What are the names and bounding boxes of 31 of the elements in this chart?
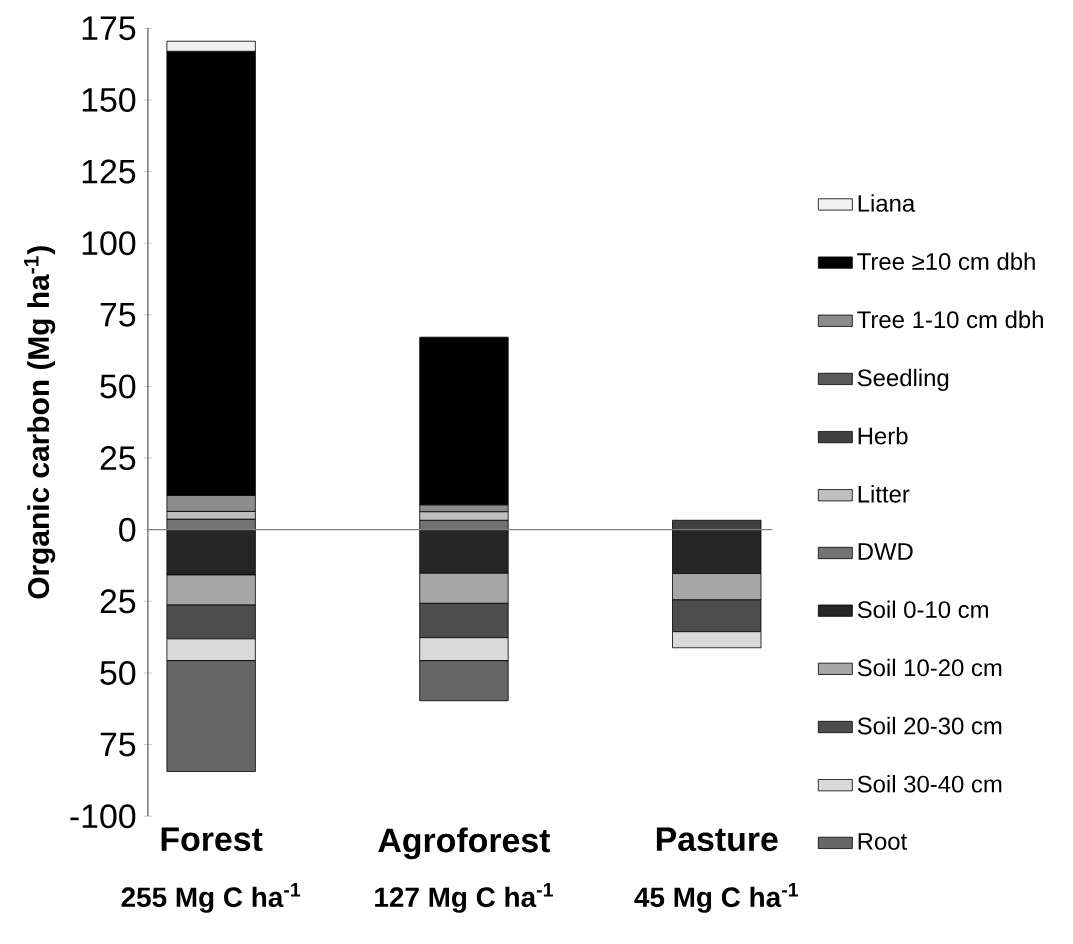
y-tick-label: 125 <box>82 159 136 184</box>
legend-label: Litter <box>858 485 910 503</box>
y-tick-label: 0 <box>119 517 136 542</box>
legend-label: Soil 0-10 cm <box>857 600 988 619</box>
legend-label: Soil 10-20 cm <box>857 658 1002 677</box>
y-tick-label: 25 <box>100 446 136 471</box>
y-tick-label: -100 <box>70 804 136 829</box>
legend-label: Seedling <box>857 368 949 392</box>
y-tick-label: 75 <box>100 303 136 327</box>
legend-label: Herb <box>858 427 908 445</box>
y-tick-label: 25 <box>100 589 136 614</box>
legend-label: Root <box>858 833 908 850</box>
text: 255 Mg C ha$^{-1}$ <box>121 883 301 913</box>
y-tick-label: 150 <box>82 88 136 113</box>
y-axis-title: Organic carbon (Mg ha$^{-1}$) <box>24 246 56 599</box>
legend-label: DWD <box>858 543 913 560</box>
legend-label: Tree ≥10 cm dbh <box>857 252 1035 271</box>
y-tick-label: 75 <box>100 732 136 757</box>
y-tick-label: 50 <box>100 661 136 686</box>
y-tick-label: 175 <box>82 16 136 41</box>
legend-label: Liana <box>858 194 916 212</box>
x-tick-label: Agroforest <box>378 827 551 860</box>
x-tick-label: Forest <box>161 827 263 852</box>
x-tick-label: Pasture <box>656 827 778 852</box>
text: 127 Mg C ha$^{-1}$ <box>375 883 553 913</box>
legend-label: Soil 30-40 cm <box>857 775 1002 793</box>
legend-label: Tree 1-10 cm dbh <box>857 310 1043 329</box>
y-tick-label: 100 <box>82 231 136 256</box>
legend-label: Soil 20-30 cm <box>857 716 1002 735</box>
text: 45 Mg C ha$^{-1}$ <box>634 883 798 913</box>
y-tick-label: 50 <box>100 374 136 399</box>
